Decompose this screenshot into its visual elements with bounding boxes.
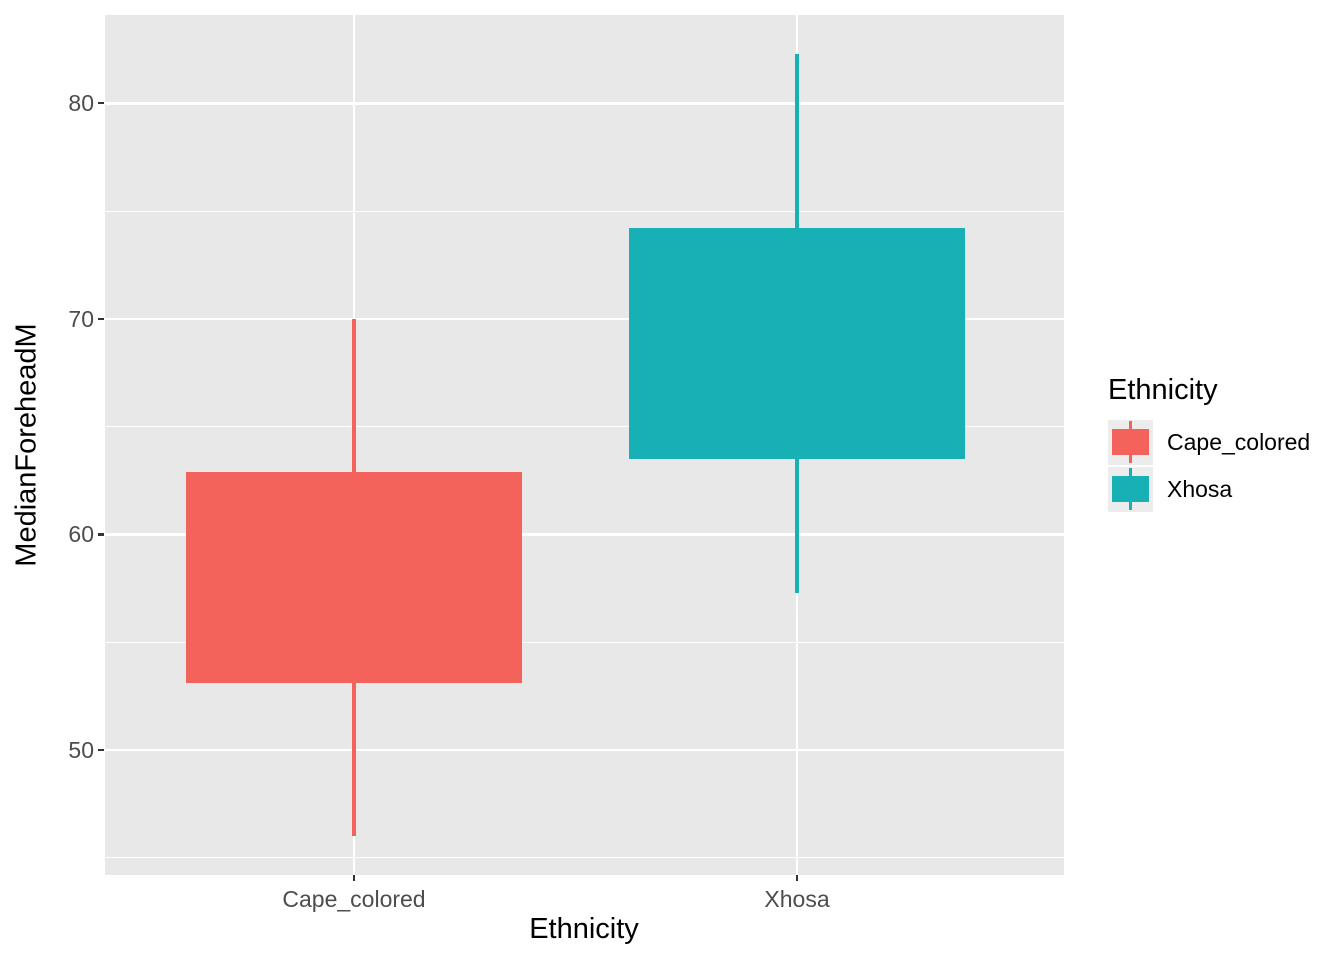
y-tick-mark bbox=[98, 102, 104, 105]
legend-title: Ethnicity bbox=[1108, 374, 1218, 406]
y-axis-title: MedianForeheadM bbox=[10, 323, 43, 567]
gridline-minor-y bbox=[105, 857, 1064, 859]
legend-item-cape-colored: Cape_colored bbox=[1108, 420, 1344, 465]
x-tick-mark bbox=[352, 875, 356, 881]
y-tick-mark bbox=[98, 748, 104, 752]
gridline-major-y bbox=[105, 102, 1064, 105]
x-tick-label: Xhosa bbox=[764, 886, 830, 912]
legend-label: Cape_colored bbox=[1167, 429, 1311, 455]
boxplot-box-Xhosa bbox=[629, 228, 965, 459]
y-tick-mark bbox=[98, 317, 104, 320]
plot-panel bbox=[105, 15, 1064, 875]
key-whisker-bottom bbox=[1128, 502, 1133, 510]
x-tick-mark bbox=[795, 875, 799, 881]
key-whisker-bottom bbox=[1128, 455, 1133, 463]
x-axis-title: Ethnicity bbox=[529, 913, 639, 945]
key-box bbox=[1112, 476, 1149, 502]
y-tick-mark bbox=[98, 533, 104, 536]
gridline-minor-y bbox=[105, 426, 1064, 428]
legend-key-boxplot-icon bbox=[1108, 467, 1153, 512]
y-tick-label: 80 bbox=[68, 90, 94, 117]
x-tick-label: Cape_colored bbox=[282, 886, 426, 912]
y-tick-label: 70 bbox=[68, 305, 94, 332]
legend-key-boxplot-icon bbox=[1108, 420, 1153, 465]
gridline-major-y bbox=[105, 317, 1064, 321]
gridline-minor-y bbox=[105, 210, 1064, 212]
gridline-major-y bbox=[105, 748, 1064, 752]
legend: Ethnicity Cape_colored Xhosa bbox=[1108, 374, 1344, 514]
gridline-major-y bbox=[105, 533, 1064, 536]
legend-label: Xhosa bbox=[1167, 476, 1233, 502]
key-box bbox=[1112, 429, 1149, 455]
gridline-minor-y bbox=[105, 641, 1064, 643]
key-whisker-top bbox=[1128, 468, 1133, 476]
y-tick-label: 60 bbox=[68, 521, 94, 548]
y-tick-label: 50 bbox=[68, 736, 94, 763]
boxplot-box-Cape_colored bbox=[186, 471, 522, 684]
key-whisker-top bbox=[1128, 421, 1133, 429]
legend-item-xhosa: Xhosa bbox=[1108, 467, 1344, 512]
